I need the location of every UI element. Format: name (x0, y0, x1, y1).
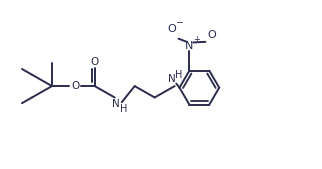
Text: O: O (90, 57, 99, 67)
Text: O: O (168, 24, 176, 34)
Text: −: − (175, 17, 182, 26)
Text: +: + (193, 35, 200, 44)
Text: O: O (207, 30, 216, 40)
Text: H: H (120, 104, 128, 114)
Text: N: N (112, 99, 120, 109)
Text: N: N (185, 41, 194, 51)
Text: O: O (71, 81, 79, 91)
Text: H: H (175, 70, 183, 80)
Text: N: N (167, 74, 175, 84)
